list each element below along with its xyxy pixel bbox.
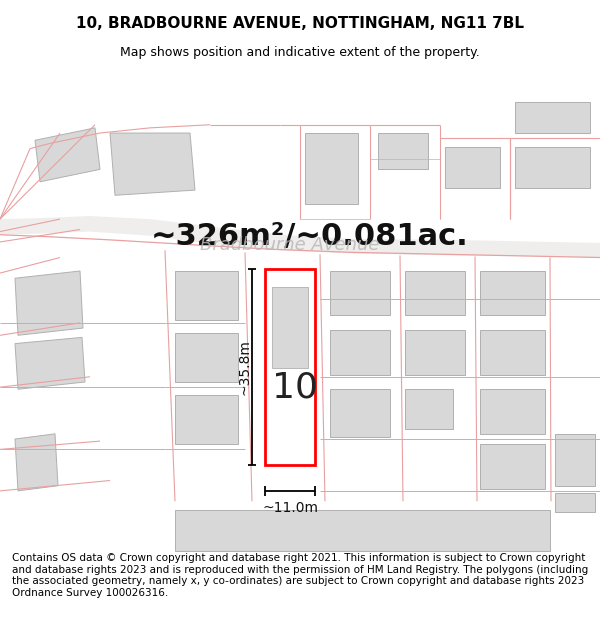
Polygon shape: [480, 389, 545, 434]
Text: ~326m²/~0.081ac.: ~326m²/~0.081ac.: [151, 222, 469, 251]
Polygon shape: [15, 271, 83, 335]
Polygon shape: [330, 389, 390, 437]
Polygon shape: [330, 271, 390, 314]
Polygon shape: [405, 389, 453, 429]
Polygon shape: [480, 330, 545, 375]
Text: Map shows position and indicative extent of the property.: Map shows position and indicative extent…: [120, 46, 480, 59]
Polygon shape: [0, 216, 600, 258]
Polygon shape: [15, 434, 58, 491]
Polygon shape: [175, 271, 238, 320]
Polygon shape: [15, 338, 85, 389]
Polygon shape: [175, 509, 550, 551]
Polygon shape: [175, 333, 238, 382]
Text: ~35.8m: ~35.8m: [238, 339, 252, 395]
Polygon shape: [175, 396, 238, 444]
Text: ~11.0m: ~11.0m: [262, 501, 318, 515]
Polygon shape: [378, 133, 428, 169]
Text: 10: 10: [272, 371, 318, 404]
Polygon shape: [405, 330, 465, 375]
Polygon shape: [35, 128, 100, 182]
Polygon shape: [330, 330, 390, 375]
Polygon shape: [445, 146, 500, 188]
Polygon shape: [480, 444, 545, 489]
Text: Contains OS data © Crown copyright and database right 2021. This information is : Contains OS data © Crown copyright and d…: [12, 553, 588, 598]
Polygon shape: [555, 434, 595, 486]
Polygon shape: [272, 286, 308, 369]
Text: Bradbourne Avenue: Bradbourne Avenue: [200, 236, 380, 254]
Polygon shape: [515, 146, 590, 188]
Polygon shape: [265, 269, 315, 465]
Polygon shape: [515, 102, 590, 133]
Polygon shape: [480, 271, 545, 314]
Polygon shape: [405, 271, 465, 314]
Polygon shape: [110, 133, 195, 195]
Polygon shape: [555, 493, 595, 512]
Polygon shape: [305, 133, 358, 204]
Text: 10, BRADBOURNE AVENUE, NOTTINGHAM, NG11 7BL: 10, BRADBOURNE AVENUE, NOTTINGHAM, NG11 …: [76, 16, 524, 31]
